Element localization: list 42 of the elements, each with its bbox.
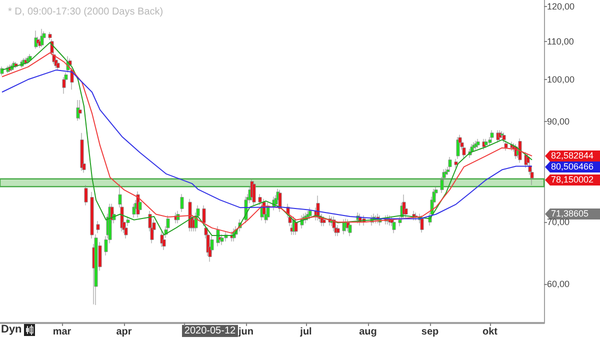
candlestick: [336, 224, 340, 236]
y-tick-label: 90,00: [547, 116, 570, 127]
x-tick-label: apr: [116, 326, 132, 338]
x-tick-label: okt: [482, 326, 498, 338]
candlestick: [62, 76, 66, 94]
candlestick: [180, 194, 184, 212]
candlestick: [252, 180, 256, 206]
text: 71,38605: [551, 208, 589, 218]
x-tick-label: jun: [238, 326, 254, 338]
candlestick: [28, 54, 32, 62]
candlestick: [454, 158, 458, 168]
x-tick-label: jul: [299, 326, 312, 338]
candlestick: [294, 218, 298, 236]
y-tick-label: 110,00: [547, 36, 574, 46]
candlestick: [322, 216, 326, 226]
candlestick: [490, 130, 494, 141]
x-tick-label: sep: [421, 326, 439, 338]
candlestick: [476, 138, 480, 148]
y-tick-label: 120,00: [547, 2, 575, 12]
candlestick: [56, 60, 60, 70]
candlestick: [84, 184, 88, 206]
text: 80,506466: [551, 162, 594, 172]
candlestick: [348, 221, 352, 236]
y-tick-label: 100,00: [547, 74, 575, 85]
candlestick: [80, 132, 84, 172]
y-tick-label: 70,00: [547, 217, 570, 228]
candlestick: [0, 66, 4, 76]
y-tick-label: 60,00: [547, 278, 570, 289]
text: * D, 09:00-17:30 (2000 Days Back): [8, 6, 164, 18]
candlestick: [420, 215, 424, 233]
candlestick: [78, 100, 82, 120]
x-tick-label: aug: [359, 326, 377, 338]
text: 2020-05-12: [184, 326, 236, 336]
line-series: [2, 70, 532, 220]
text: 78,150002: [551, 174, 594, 184]
candlestick: [484, 138, 488, 148]
x-tick-label: mar: [52, 326, 72, 338]
annotation: Dyn: [1, 324, 22, 336]
text: 82,582844: [551, 150, 594, 160]
candlestick: [308, 207, 312, 220]
candlestick: [96, 220, 100, 234]
candlestick: [392, 218, 396, 234]
